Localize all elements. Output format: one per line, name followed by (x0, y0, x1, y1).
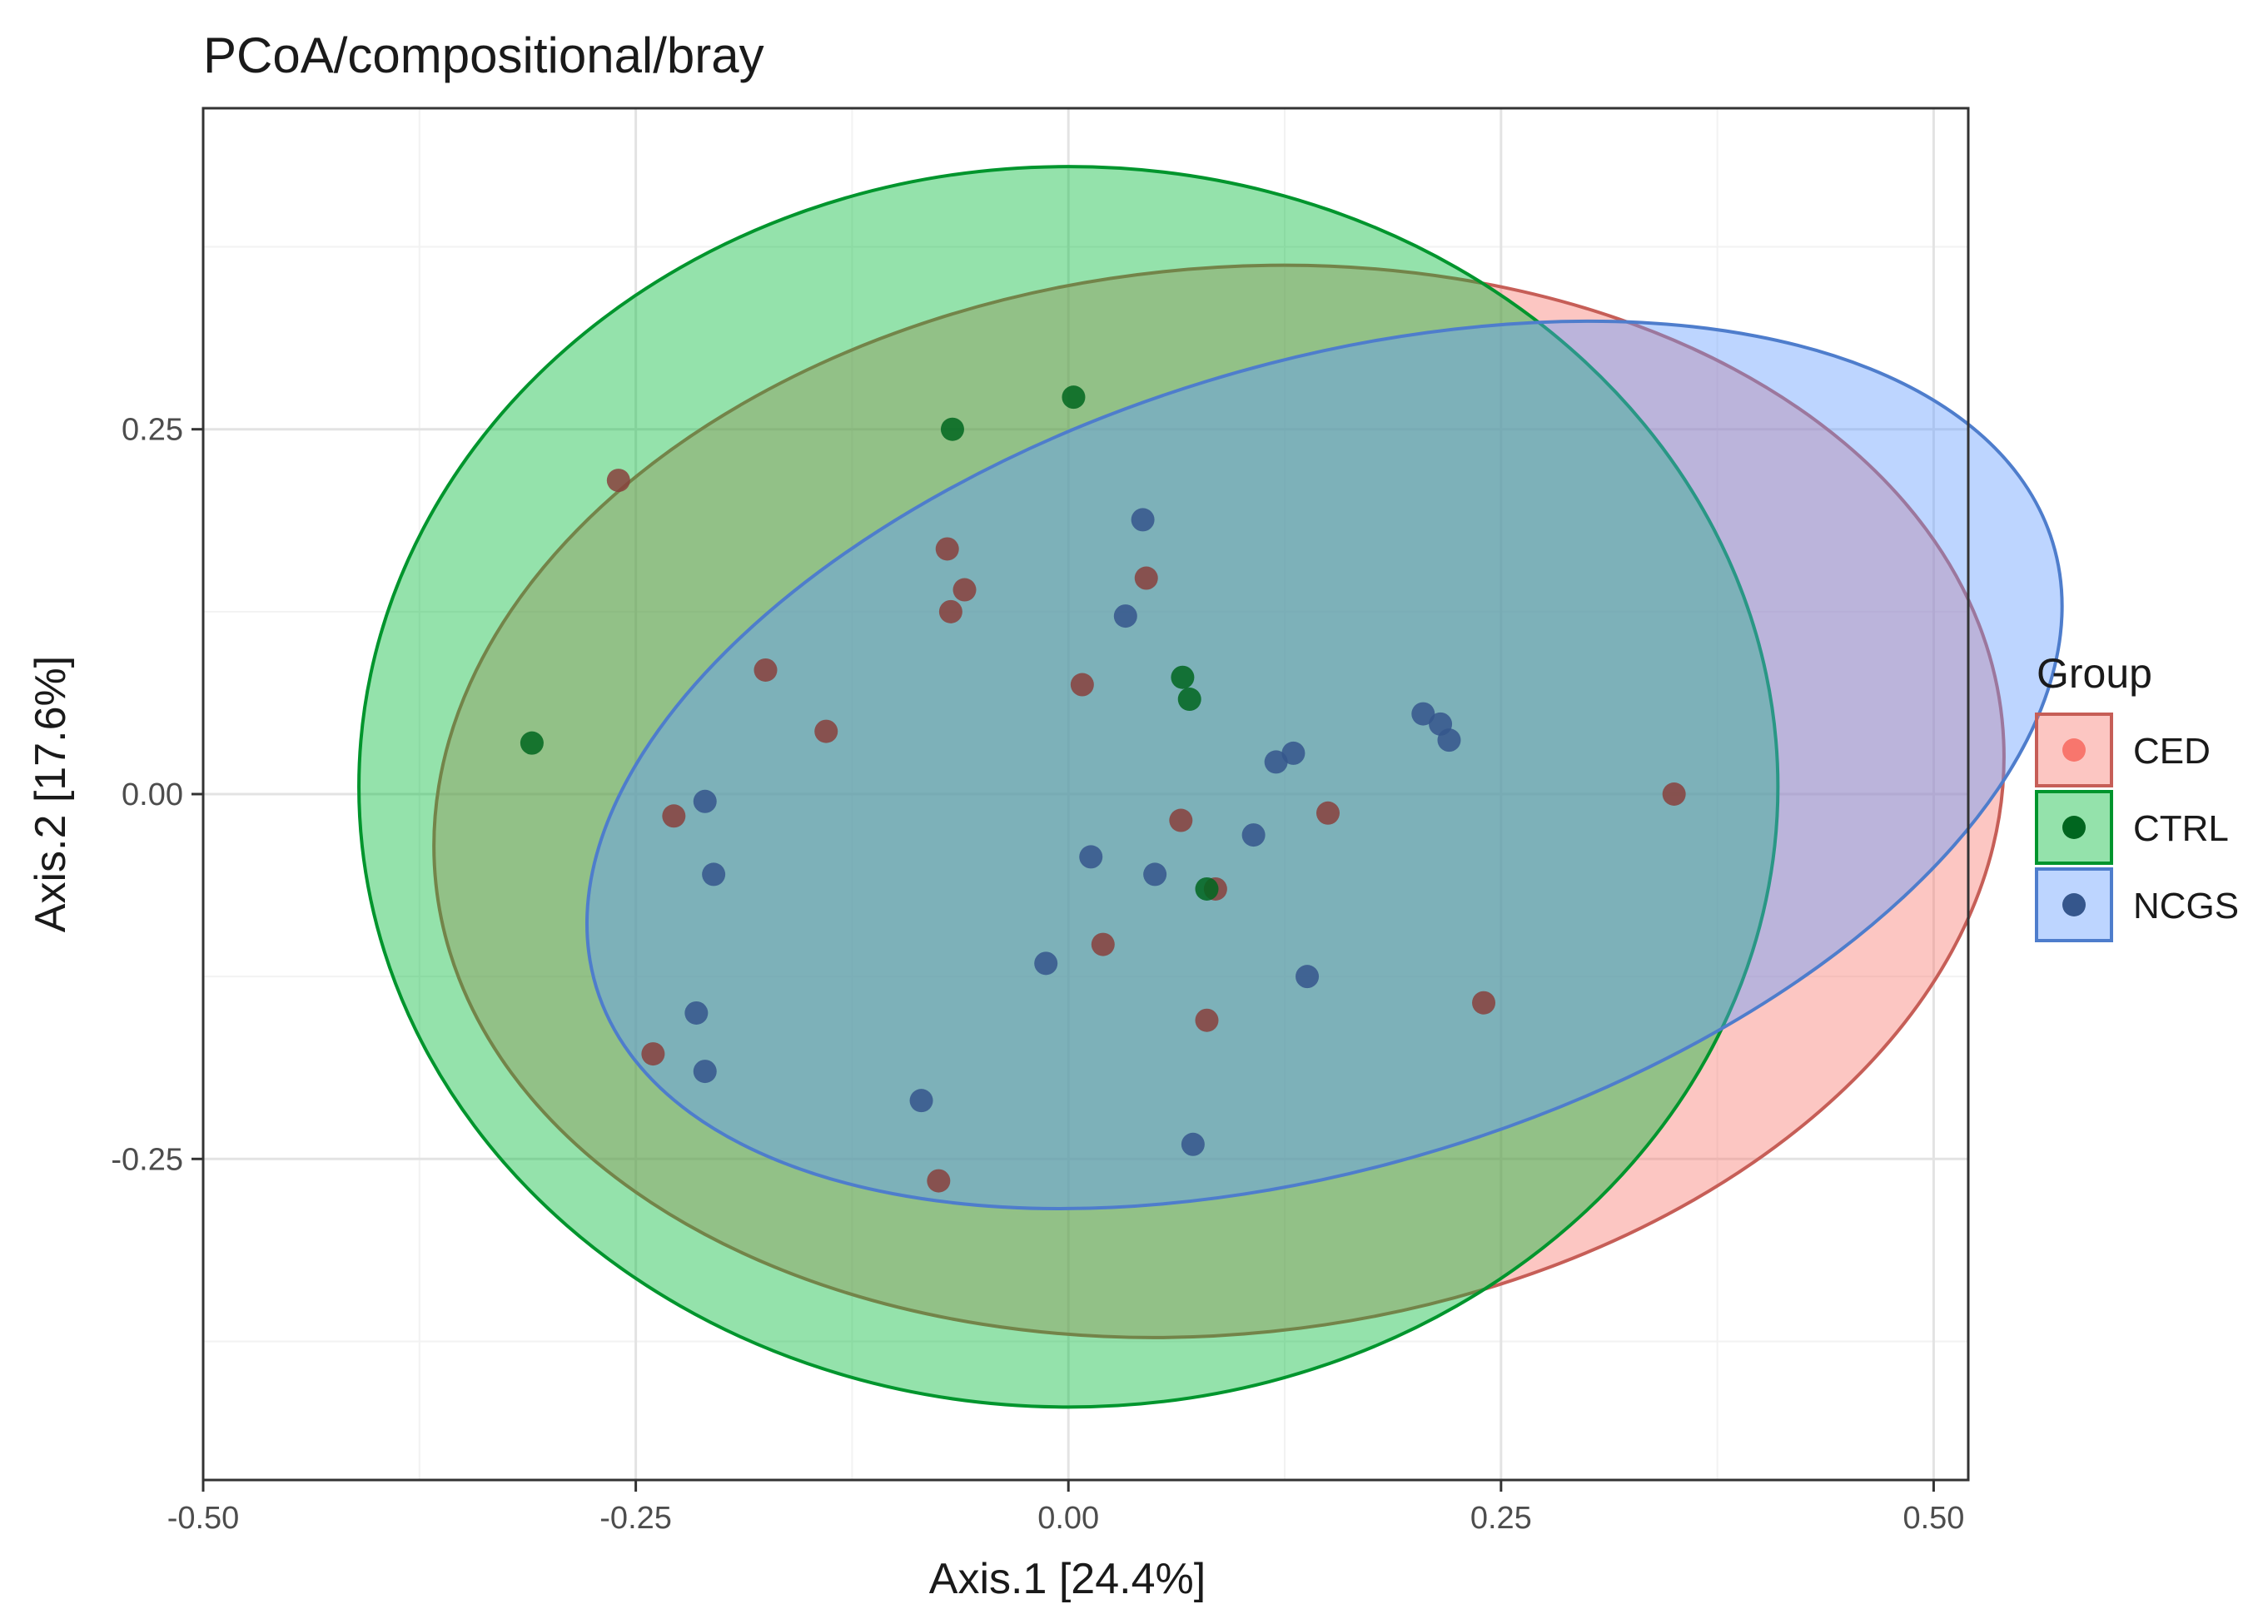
point-ced (814, 719, 838, 743)
point-ced (1091, 932, 1115, 956)
x-axis-title: Axis.1 [24.4%] (929, 1555, 1206, 1603)
x-tick-label: 0.00 (1037, 1501, 1099, 1536)
axes: -0.50 -0.25 0.00 0.25 0.50 0.25 0.00 -0.25 (111, 413, 1964, 1536)
point-ncgs (1264, 750, 1288, 774)
point-ced (935, 537, 959, 561)
point-ced (606, 469, 630, 493)
legend-label-ced: CED (2133, 731, 2211, 772)
y-tick-label: -0.25 (111, 1142, 183, 1177)
point-ced (1662, 782, 1686, 806)
point-ncgs (1411, 702, 1435, 726)
point-ncgs (1437, 728, 1461, 752)
legend-point-ncgs (2062, 893, 2086, 916)
legend-key-ncgs (2035, 867, 2113, 942)
point-ced (1316, 801, 1340, 825)
ellipse-ced (432, 263, 2006, 1339)
y-tick-label: 0.25 (122, 413, 183, 448)
x-tick-label: -0.25 (599, 1501, 672, 1536)
point-ncgs (1281, 741, 1306, 765)
point-ctrl (1177, 688, 1201, 712)
point-ncgs (684, 1001, 709, 1025)
point-ced (1169, 808, 1193, 832)
point-ced (1195, 1008, 1219, 1032)
group-ellipses (357, 165, 2064, 1409)
point-ncgs (693, 1060, 717, 1084)
legend-label-ncgs: NCGS (2133, 886, 2239, 926)
point-ctrl (1171, 665, 1195, 689)
legend-point-ced (2062, 738, 2086, 762)
y-axis-title: Axis.2 [17.6%] (27, 656, 75, 932)
legend: Group CED CTRL NCGS (2035, 650, 2239, 942)
point-ced (1070, 673, 1094, 697)
point-ctrl (1195, 877, 1219, 901)
point-ncgs (1034, 951, 1058, 976)
point-ncgs (702, 862, 726, 886)
point-ncgs (693, 789, 717, 813)
point-ncgs (1079, 845, 1103, 869)
point-ncgs (909, 1089, 933, 1113)
x-tick-label: 0.50 (1902, 1501, 1964, 1536)
data-points (520, 385, 1686, 1193)
point-ced (662, 804, 686, 828)
point-ced (1134, 566, 1158, 590)
x-tick-label: -0.50 (167, 1501, 240, 1536)
point-ced (952, 578, 977, 602)
point-ced (754, 658, 778, 682)
point-ctrl (940, 417, 964, 441)
point-ncgs (1296, 965, 1320, 989)
x-tick-label: 0.25 (1470, 1501, 1532, 1536)
point-ctrl (1062, 385, 1086, 410)
ellipse-ctrl (357, 165, 1780, 1409)
point-ncgs (1181, 1132, 1205, 1156)
legend-title: Group (2037, 650, 2152, 697)
point-ncgs (1113, 604, 1137, 628)
point-ncgs (1143, 862, 1167, 886)
legend-point-ctrl (2062, 816, 2086, 839)
y-tick-label: 0.00 (122, 777, 183, 812)
point-ncgs (1241, 823, 1266, 847)
chart-title: PCoA/compositional/bray (203, 27, 764, 83)
point-ced (938, 599, 962, 623)
point-ncgs (1131, 508, 1155, 532)
point-ctrl (520, 731, 544, 755)
point-ced (641, 1042, 665, 1066)
point-ced (927, 1169, 951, 1193)
legend-label-ctrl: CTRL (2133, 808, 2229, 849)
point-ced (1472, 991, 1496, 1015)
